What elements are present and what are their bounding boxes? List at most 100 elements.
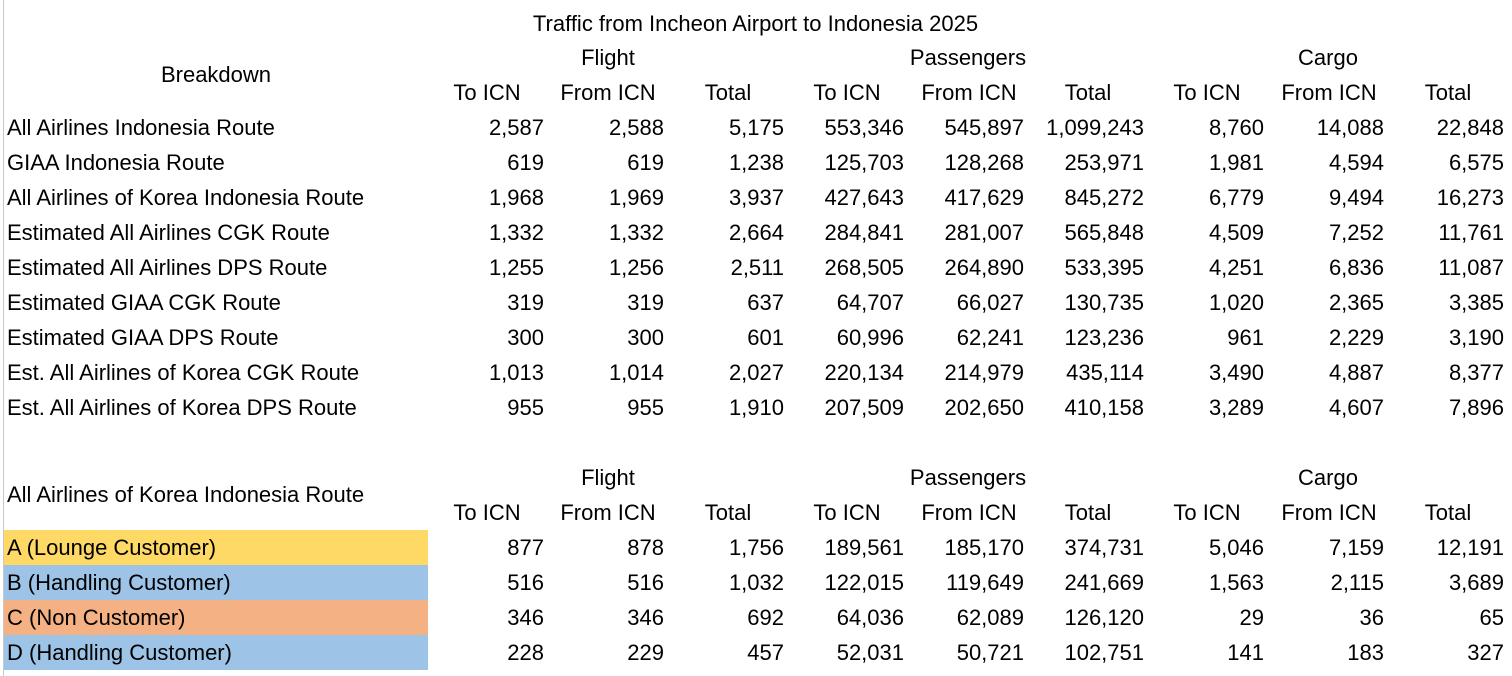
table-cell[interactable]: 102,751 — [1064, 640, 1144, 665]
table-cell[interactable]: 4,887 — [1328, 360, 1384, 385]
breakdown-header[interactable]: Breakdown — [160, 62, 272, 87]
column-header[interactable]: Total — [1424, 500, 1472, 525]
table-cell[interactable]: 4,594 — [1328, 150, 1384, 175]
table-cell[interactable]: 417,629 — [944, 185, 1024, 210]
table-cell[interactable]: 457 — [747, 640, 784, 665]
table-cell[interactable]: 229 — [627, 640, 664, 665]
table-cell[interactable]: 8,377 — [1448, 360, 1504, 385]
column-header[interactable]: To ICN — [1173, 500, 1241, 525]
table-cell[interactable]: 2,587 — [488, 115, 544, 140]
table-cell[interactable]: 1,013 — [488, 360, 544, 385]
table-cell[interactable]: 14,088 — [1316, 115, 1384, 140]
table-cell[interactable]: 877 — [507, 535, 544, 560]
table-cell[interactable]: 1,014 — [608, 360, 664, 385]
table-cell[interactable]: 62,089 — [956, 605, 1024, 630]
table-cell[interactable]: 7,159 — [1328, 535, 1384, 560]
table-cell[interactable]: 6,779 — [1208, 185, 1264, 210]
table-cell[interactable]: 123,236 — [1064, 325, 1144, 350]
table-cell[interactable]: 214,979 — [944, 360, 1024, 385]
passengers-group-header[interactable]: Passengers — [909, 45, 1027, 70]
table-cell[interactable]: 220,134 — [824, 360, 904, 385]
table-cell[interactable]: 300 — [507, 325, 544, 350]
table-cell[interactable]: 878 — [627, 535, 664, 560]
table-cell[interactable]: 65 — [1479, 605, 1504, 630]
table-cell[interactable]: 16,273 — [1436, 185, 1504, 210]
table-cell[interactable]: 130,735 — [1064, 290, 1144, 315]
table-cell[interactable]: 1,910 — [728, 395, 784, 420]
table-cell[interactable]: 1,332 — [608, 220, 664, 245]
table-cell[interactable]: 253,971 — [1064, 150, 1144, 175]
table-cell[interactable]: 3,385 — [1448, 290, 1504, 315]
table-cell[interactable]: 36 — [1359, 605, 1384, 630]
table-cell[interactable]: 637 — [747, 290, 784, 315]
table-cell[interactable]: 5,046 — [1208, 535, 1264, 560]
table-cell[interactable]: 7,896 — [1448, 395, 1504, 420]
table-cell[interactable]: 241,669 — [1064, 570, 1144, 595]
column-header[interactable]: Total — [1424, 80, 1472, 105]
table-cell[interactable]: 185,170 — [944, 535, 1024, 560]
table-cell[interactable]: 189,561 — [824, 535, 904, 560]
table-cell[interactable]: 3,937 — [728, 185, 784, 210]
table-cell[interactable]: 1,099,243 — [1046, 115, 1144, 140]
table-cell[interactable]: 62,241 — [956, 325, 1024, 350]
table-cell[interactable]: 11,087 — [1438, 255, 1504, 280]
passengers-group-header[interactable]: Passengers — [909, 465, 1027, 490]
table-cell[interactable]: 9,494 — [1328, 185, 1384, 210]
table-cell[interactable]: 619 — [507, 150, 544, 175]
table-cell[interactable]: 2,027 — [728, 360, 784, 385]
table-cell[interactable]: 2,588 — [608, 115, 664, 140]
table-cell[interactable]: 692 — [747, 605, 784, 630]
table-cell[interactable]: 8,760 — [1208, 115, 1264, 140]
row-label-cell[interactable]: Est. All Airlines of Korea DPS Route — [7, 395, 357, 420]
table-cell[interactable]: 4,509 — [1208, 220, 1264, 245]
column-header[interactable]: From ICN — [921, 80, 1017, 105]
column-header[interactable]: From ICN — [921, 500, 1017, 525]
table-cell[interactable]: 126,120 — [1064, 605, 1144, 630]
table-cell[interactable]: 1,756 — [728, 535, 784, 560]
table-cell[interactable]: 1,981 — [1208, 150, 1264, 175]
table-cell[interactable]: 125,703 — [824, 150, 904, 175]
row-label-cell[interactable]: D (Handling Customer) — [4, 635, 428, 670]
table-cell[interactable]: 207,509 — [824, 395, 904, 420]
column-header[interactable]: To ICN — [453, 500, 521, 525]
table-cell[interactable]: 327 — [1467, 640, 1504, 665]
table-cell[interactable]: 1,563 — [1208, 570, 1264, 595]
column-header[interactable]: From ICN — [560, 500, 656, 525]
column-header[interactable]: To ICN — [813, 500, 881, 525]
table-cell[interactable]: 29 — [1239, 605, 1264, 630]
column-header[interactable]: Total — [704, 80, 752, 105]
table-cell[interactable]: 955 — [507, 395, 544, 420]
column-header[interactable]: From ICN — [1281, 80, 1377, 105]
section2-label[interactable]: All Airlines of Korea Indonesia Route — [7, 482, 365, 507]
table-cell[interactable]: 374,731 — [1064, 535, 1144, 560]
column-header[interactable]: Total — [704, 500, 752, 525]
column-header[interactable]: To ICN — [813, 80, 881, 105]
table-cell[interactable]: 5,175 — [728, 115, 784, 140]
table-cell[interactable]: 4,251 — [1208, 255, 1264, 280]
row-label-cell[interactable]: Estimated GIAA DPS Route — [7, 325, 279, 350]
cargo-group-header[interactable]: Cargo — [1298, 465, 1358, 490]
table-cell[interactable]: 228 — [507, 640, 544, 665]
table-cell[interactable]: 346 — [507, 605, 544, 630]
table-cell[interactable]: 1,020 — [1208, 290, 1264, 315]
table-cell[interactable]: 2,229 — [1328, 325, 1384, 350]
table-cell[interactable]: 300 — [627, 325, 664, 350]
table-cell[interactable]: 64,036 — [836, 605, 904, 630]
table-cell[interactable]: 1,968 — [488, 185, 544, 210]
table-cell[interactable]: 6,836 — [1328, 255, 1384, 280]
column-header[interactable]: From ICN — [560, 80, 656, 105]
table-cell[interactable]: 3,289 — [1208, 395, 1264, 420]
row-label-cell[interactable]: Estimated GIAA CGK Route — [7, 290, 281, 315]
table-cell[interactable]: 1,255 — [488, 255, 544, 280]
table-cell[interactable]: 64,707 — [836, 290, 904, 315]
table-cell[interactable]: 1,256 — [608, 255, 664, 280]
table-cell[interactable]: 845,272 — [1064, 185, 1144, 210]
table-cell[interactable]: 565,848 — [1064, 220, 1144, 245]
table-cell[interactable]: 516 — [627, 570, 664, 595]
column-header[interactable]: From ICN — [1281, 500, 1377, 525]
table-cell[interactable]: 435,114 — [1066, 360, 1144, 385]
table-cell[interactable]: 141 — [1227, 640, 1264, 665]
table-cell[interactable]: 545,897 — [944, 115, 1024, 140]
column-header[interactable]: Total — [1064, 80, 1112, 105]
column-header[interactable]: To ICN — [453, 80, 521, 105]
